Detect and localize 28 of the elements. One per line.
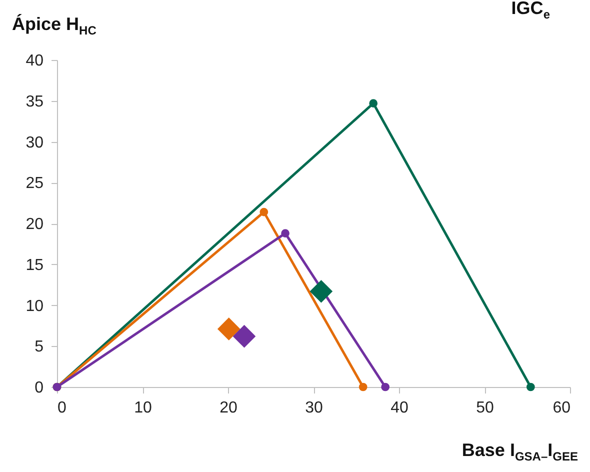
y-tick-label: 25 <box>26 175 44 192</box>
x-tick-label: 40 <box>390 400 408 416</box>
point <box>369 99 378 108</box>
x-tick-label: 50 <box>476 400 494 416</box>
x-tick-label: 60 <box>552 400 571 416</box>
y-tick-label: 30 <box>26 134 44 152</box>
point <box>260 208 268 216</box>
y-tick-label: 10 <box>26 298 44 315</box>
y-tick-label: 0 <box>34 380 44 396</box>
point <box>358 382 368 392</box>
y-tick-label: 15 <box>26 256 44 274</box>
point <box>232 324 256 348</box>
y-tick-label: 5 <box>34 338 44 356</box>
point <box>381 382 390 392</box>
y-tick-label: 20 <box>26 216 44 233</box>
x-axis-title: Base I$_{GSA–}$I$_{GEE}$ <box>462 440 578 464</box>
point <box>310 280 333 303</box>
y-tick-label: 40 <box>26 52 44 70</box>
y-tick-label: 35 <box>26 93 44 110</box>
x-tick-label: 0 <box>58 400 66 416</box>
point <box>217 318 240 340</box>
x-tick-label: 30 <box>305 400 323 416</box>
x-tick-label: 20 <box>220 400 238 416</box>
point <box>281 229 290 238</box>
x-tick-label: 10 <box>134 400 152 416</box>
y-axis-title: Ápice H$_{HC}$ <box>12 14 96 38</box>
text: IGC$_{e}$ <box>511 0 550 22</box>
point <box>526 382 535 392</box>
